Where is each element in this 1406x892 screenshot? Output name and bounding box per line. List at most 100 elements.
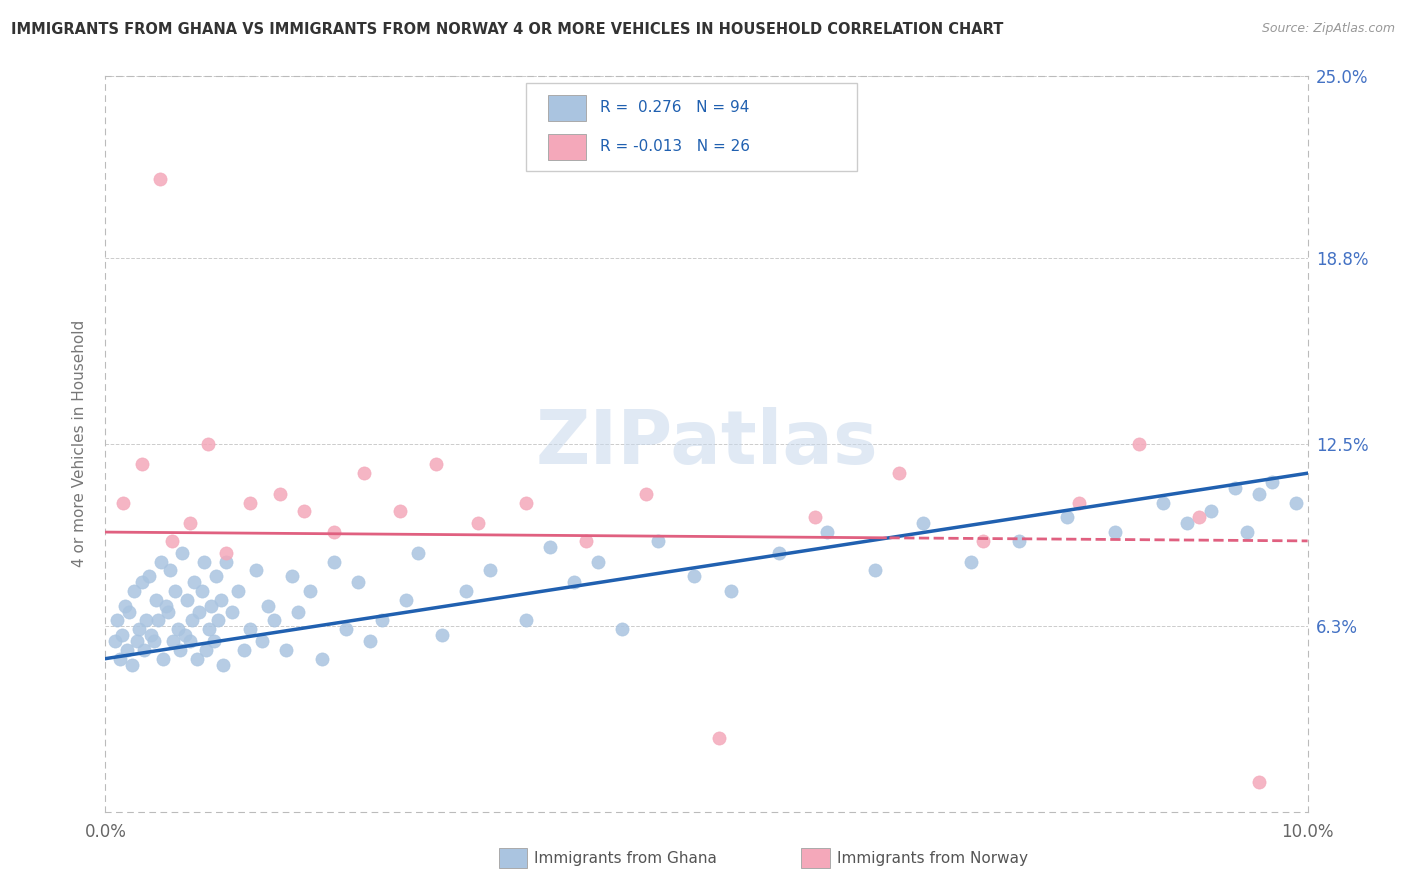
Point	[250, 634, 273, 648]
Point	[720, 583, 742, 598]
Point	[221, 605, 243, 619]
Point	[132, 642, 155, 657]
Point	[256, 599, 278, 613]
Point	[815, 524, 838, 539]
Point	[281, 569, 304, 583]
Point	[114, 599, 136, 613]
Point	[353, 466, 375, 480]
Text: ZIPatlas: ZIPatlas	[536, 408, 877, 480]
Point	[322, 524, 344, 539]
Point	[287, 605, 309, 619]
Point	[207, 614, 229, 628]
Point	[145, 592, 167, 607]
Point	[148, 171, 170, 186]
Bar	[548, 95, 586, 120]
Point	[1236, 524, 1258, 539]
Text: R =  0.276   N = 94: R = 0.276 N = 94	[599, 101, 749, 115]
Point	[131, 458, 153, 472]
Point	[202, 634, 225, 648]
Point	[131, 575, 153, 590]
Point	[1175, 516, 1198, 531]
Point	[647, 533, 669, 548]
Point	[209, 592, 232, 607]
Point	[430, 628, 453, 642]
Point	[1104, 524, 1126, 539]
Point	[515, 496, 537, 510]
Point	[125, 634, 148, 648]
Point	[156, 605, 179, 619]
Point	[128, 622, 150, 636]
Point	[104, 634, 127, 648]
Point	[112, 496, 135, 510]
Point	[311, 651, 333, 665]
Point	[179, 516, 201, 531]
Point	[335, 622, 357, 636]
Point	[371, 614, 394, 628]
Point	[467, 516, 489, 531]
Bar	[548, 134, 586, 160]
Point	[159, 563, 181, 577]
Point	[359, 634, 381, 648]
Point	[1249, 487, 1271, 501]
Point	[456, 583, 478, 598]
Point	[263, 614, 285, 628]
Point	[135, 614, 157, 628]
Point	[588, 554, 610, 569]
Point	[183, 575, 205, 590]
Point	[179, 634, 201, 648]
Point	[138, 569, 160, 583]
Point	[139, 628, 162, 642]
Point	[115, 642, 138, 657]
Point	[515, 614, 537, 628]
Point	[863, 563, 886, 577]
Point	[118, 605, 141, 619]
Point	[212, 657, 235, 672]
Point	[108, 651, 131, 665]
Point	[188, 605, 211, 619]
Point	[232, 642, 254, 657]
Point	[1008, 533, 1031, 548]
Point	[124, 583, 146, 598]
Point	[274, 642, 297, 657]
Point	[269, 487, 291, 501]
Point	[298, 583, 321, 598]
Point	[1201, 504, 1223, 518]
Point	[198, 622, 221, 636]
Point	[395, 592, 418, 607]
Point	[707, 731, 730, 746]
Point	[181, 614, 204, 628]
Point	[1284, 496, 1306, 510]
Point	[176, 592, 198, 607]
Point	[152, 651, 174, 665]
Point	[121, 657, 143, 672]
Point	[1152, 496, 1174, 510]
Y-axis label: 4 or more Vehicles in Household: 4 or more Vehicles in Household	[72, 320, 87, 567]
Text: Source: ZipAtlas.com: Source: ZipAtlas.com	[1261, 22, 1395, 36]
Text: Immigrants from Ghana: Immigrants from Ghana	[534, 851, 717, 865]
Point	[768, 546, 790, 560]
Point	[292, 504, 315, 518]
Point	[636, 487, 658, 501]
Point	[1069, 496, 1091, 510]
Point	[322, 554, 344, 569]
Point	[162, 634, 184, 648]
Point	[155, 599, 177, 613]
Point	[960, 554, 983, 569]
Text: R = -0.013   N = 26: R = -0.013 N = 26	[599, 139, 749, 154]
Point	[887, 466, 910, 480]
FancyBboxPatch shape	[526, 83, 856, 171]
Point	[190, 583, 212, 598]
Point	[612, 622, 634, 636]
Point	[226, 583, 249, 598]
Point	[245, 563, 267, 577]
Point	[575, 533, 598, 548]
Point	[173, 628, 195, 642]
Point	[205, 569, 228, 583]
Point	[111, 628, 134, 642]
Point	[562, 575, 585, 590]
Point	[239, 496, 262, 510]
Point	[1188, 510, 1211, 524]
Point	[1249, 775, 1271, 789]
Point	[911, 516, 934, 531]
Point	[107, 614, 129, 628]
